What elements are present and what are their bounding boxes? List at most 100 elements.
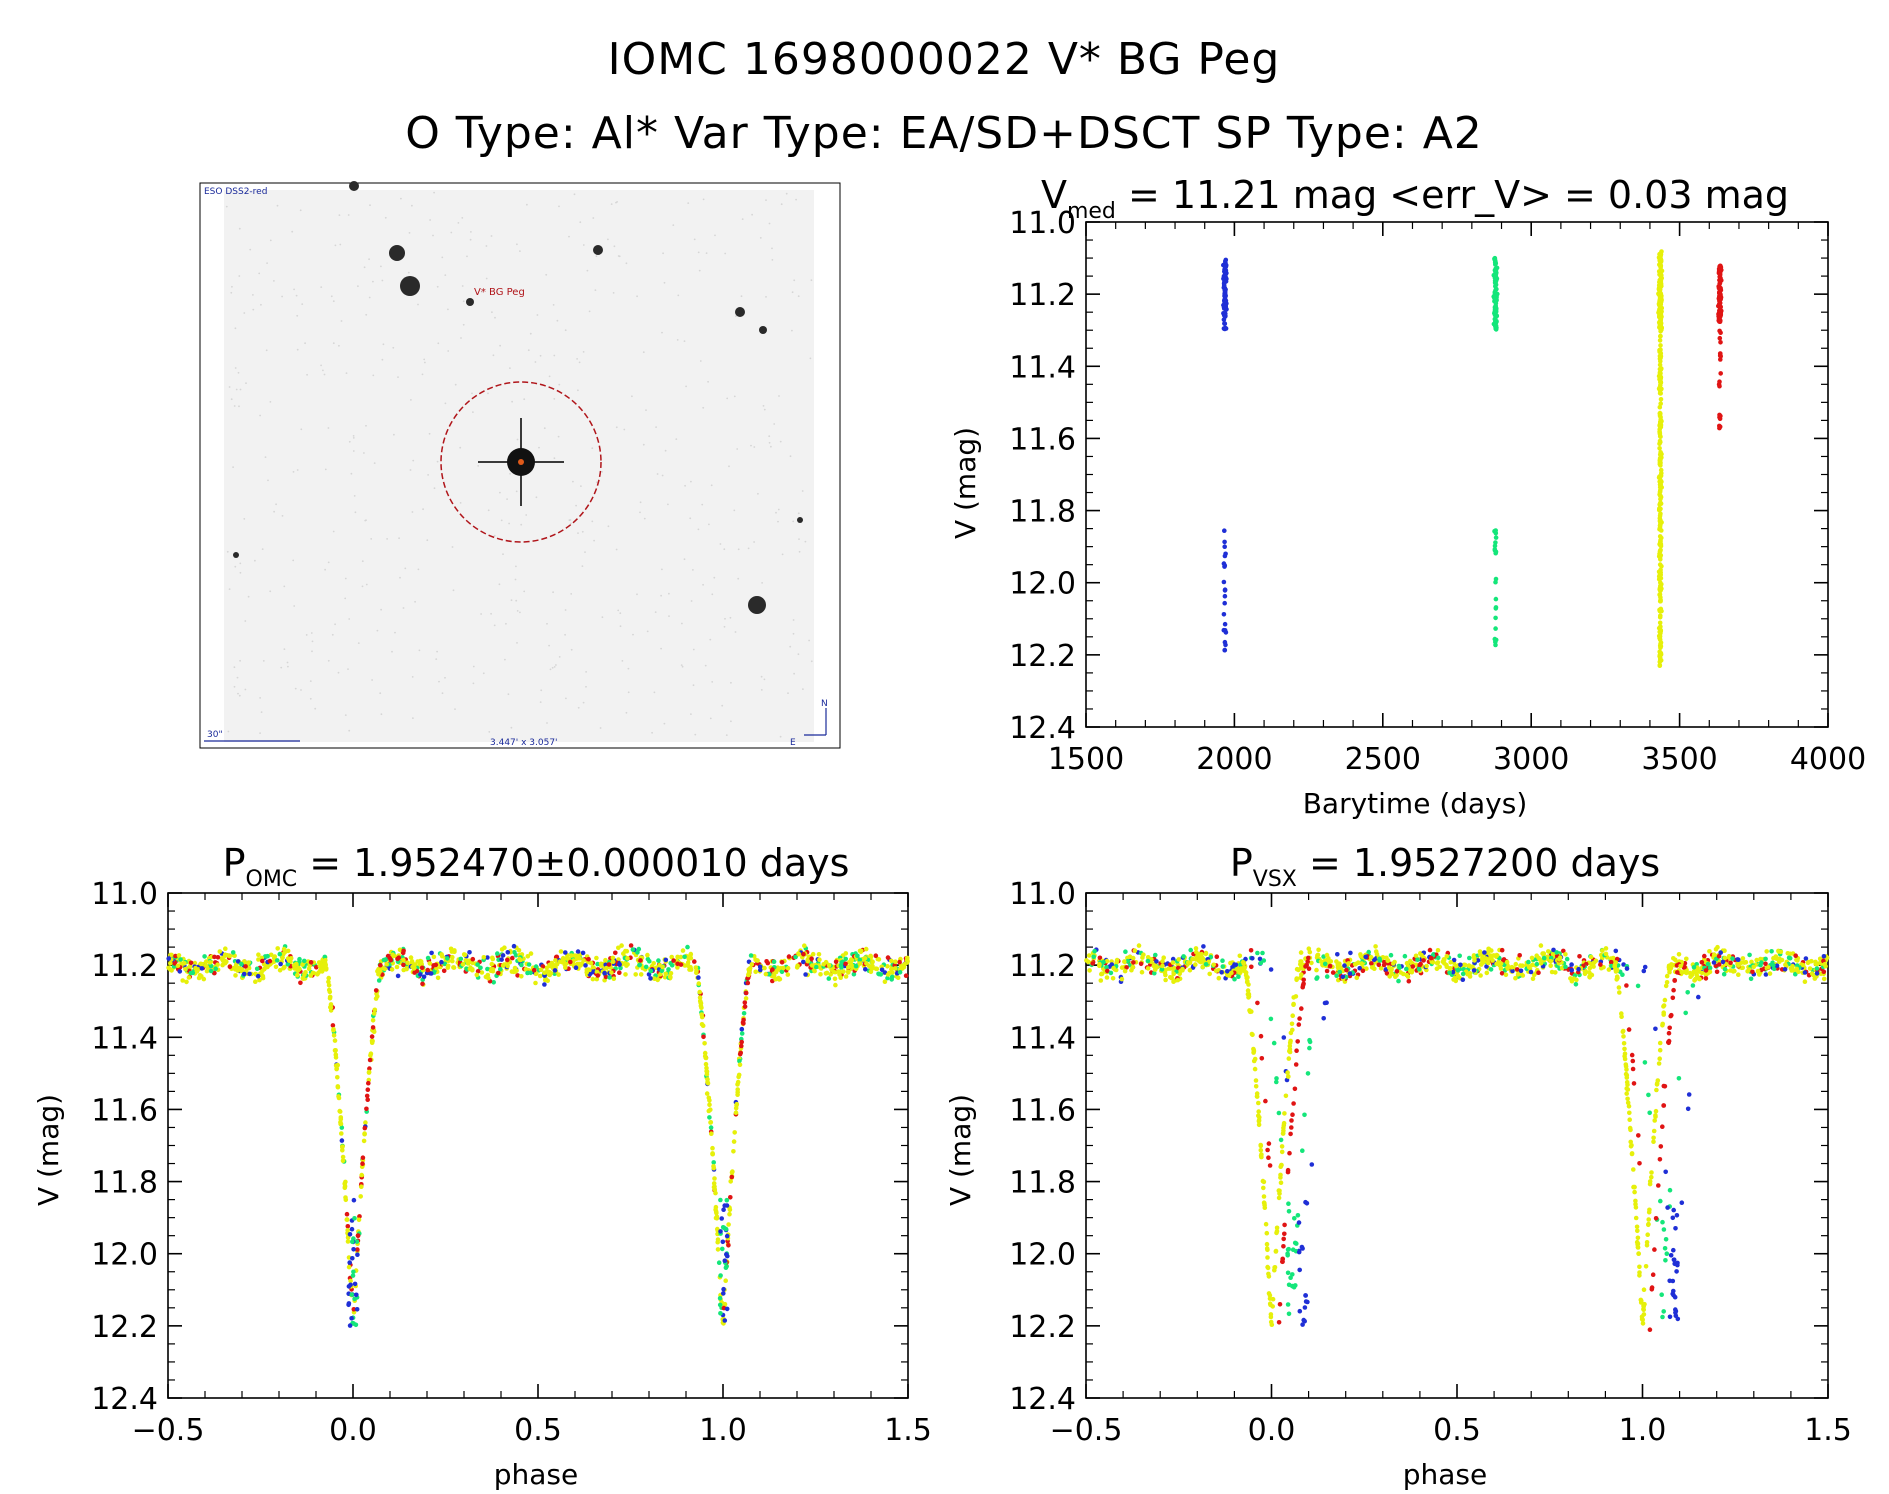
- lightcurve-ytick-label: 12.4: [1009, 711, 1076, 746]
- lightcurve-point-blue: [1223, 642, 1228, 648]
- phase-vsx-point-red: [1290, 1112, 1295, 1117]
- phase-vsx-point-yellow: [1247, 1009, 1253, 1015]
- sky-noise: [352, 450, 355, 452]
- phase-vsx-point-yellow: [1286, 1056, 1292, 1061]
- phase-vsx-point-yellow: [1270, 1304, 1275, 1309]
- sky-noise: [418, 649, 421, 652]
- phase-omc-point-yellow: [176, 953, 182, 958]
- phase-omc-point-yellow: [359, 1184, 364, 1189]
- phase-vsx-point-yellow: [1643, 1264, 1649, 1269]
- phase-vsx-point-green: [1658, 1198, 1663, 1204]
- phase-omc-point-yellow: [609, 970, 614, 975]
- sky-noise: [283, 648, 286, 650]
- sky-noise: [344, 714, 347, 716]
- phase-vsx-point-red: [1214, 954, 1220, 959]
- phase-omc-point-yellow: [323, 967, 329, 972]
- sky-noise: [499, 344, 501, 347]
- lightcurve-ytick-label: 12.2: [1009, 639, 1076, 674]
- sky-noise: [612, 292, 615, 294]
- phase-vsx-point-green: [1455, 968, 1461, 973]
- sky-noise: [681, 622, 683, 625]
- phase-omc-point-green: [718, 1197, 723, 1203]
- phase-vsx-point-yellow: [1557, 955, 1563, 960]
- phase-vsx-point-red: [1631, 1081, 1637, 1086]
- lightcurve-point-blue: [1221, 276, 1226, 282]
- phase-omc-point-blue: [724, 1233, 730, 1239]
- phase-omc-point-green: [889, 977, 894, 982]
- sky-noise: [775, 511, 777, 514]
- phase-omc-point-yellow: [693, 965, 699, 970]
- phase-omc-point-yellow: [517, 956, 522, 962]
- phase-omc-point-yellow: [710, 1151, 715, 1157]
- sky-noise: [779, 440, 782, 443]
- lightcurve-point-yellow: [1658, 628, 1664, 633]
- phase-omc-point-yellow: [344, 1217, 350, 1222]
- phase-omc-point-yellow: [812, 968, 817, 974]
- sky-noise: [810, 660, 813, 663]
- lightcurve-point-yellow: [1657, 659, 1663, 665]
- lightcurve-point-yellow: [1657, 523, 1663, 529]
- phase-omc-point-yellow: [203, 959, 209, 964]
- lightcurve-point-yellow: [1658, 333, 1663, 339]
- phase-vsx-point-yellow: [1455, 973, 1461, 979]
- phase-vsx-point-yellow: [1621, 1041, 1627, 1046]
- sky-noise: [763, 678, 766, 681]
- sky-noise: [428, 432, 431, 435]
- phase-omc-point-yellow: [715, 1237, 721, 1242]
- phase-vsx-point-yellow: [1278, 1180, 1284, 1185]
- phase-vsx-point-yellow: [1289, 1021, 1295, 1027]
- phase-omc-point-yellow: [876, 957, 882, 962]
- sky-noise: [795, 198, 797, 201]
- sky-noise: [432, 234, 434, 237]
- figure-title: IOMC 1698000022 V* BG Peg: [608, 34, 1281, 85]
- lightcurve-point-yellow: [1658, 450, 1663, 455]
- sky-noise: [601, 471, 603, 473]
- phase-vsx-point-yellow: [1654, 1082, 1660, 1087]
- phase-omc-point-yellow: [763, 971, 769, 977]
- phase-omc-point-yellow: [829, 967, 834, 972]
- phase-omc-point-yellow: [668, 975, 673, 980]
- sky-noise: [689, 517, 692, 520]
- phase-omc-point-yellow: [470, 960, 475, 966]
- phase-omc-point-blue: [349, 1226, 355, 1232]
- lightcurve-point-green: [1493, 309, 1498, 315]
- sky-noise: [414, 600, 416, 603]
- phase-omc-point-blue: [505, 950, 511, 955]
- phase-omc-point-yellow: [730, 1169, 735, 1174]
- phase-vsx-point-yellow: [1641, 1287, 1647, 1292]
- phase-vsx-point-yellow: [1644, 1242, 1650, 1248]
- phase-omc-point-blue: [199, 966, 205, 971]
- sky-noise: [529, 332, 532, 335]
- phase-omc-point-green: [478, 965, 483, 971]
- phase-omc-point-red: [741, 1021, 746, 1026]
- lightcurve-point-yellow: [1657, 652, 1663, 658]
- phase-omc-point-yellow: [810, 951, 816, 957]
- sky-noise: [664, 449, 667, 452]
- phase-omc-point-red: [833, 959, 839, 965]
- phase-vsx-ytick-label: 11.4: [1009, 1021, 1076, 1056]
- phase-vsx-point-blue: [1475, 958, 1481, 963]
- phase-omc-point-yellow: [525, 954, 531, 959]
- sky-noise: [736, 448, 739, 450]
- phase-vsx-point-green: [1769, 949, 1774, 954]
- phase-omc-point-yellow: [713, 1204, 719, 1210]
- phase-omc-point-yellow: [868, 969, 874, 975]
- phase-vsx-point-blue: [1471, 968, 1477, 973]
- phase-omc-point-yellow: [486, 976, 491, 981]
- sky-noise: [615, 426, 618, 429]
- lightcurve-point-blue: [1222, 600, 1227, 606]
- phase-omc-point-yellow: [660, 964, 665, 970]
- phase-vsx-point-yellow: [1266, 1274, 1272, 1279]
- phase-omc-point-green: [682, 954, 687, 960]
- phase-vsx-point-yellow: [1640, 1321, 1646, 1326]
- sky-noise: [487, 392, 489, 395]
- phase-vsx-point-yellow: [1419, 952, 1424, 958]
- sky-noise: [757, 492, 759, 495]
- phase-omc-point-red: [692, 959, 697, 964]
- lightcurve-ylabel: V (mag): [949, 427, 982, 539]
- phase-vsx-point-yellow: [1633, 1215, 1639, 1221]
- sky-noise: [702, 198, 705, 201]
- phase-vsx-point-yellow: [1168, 975, 1173, 980]
- phase-vsx-point-yellow: [1274, 1225, 1280, 1231]
- sky-noise: [809, 357, 812, 360]
